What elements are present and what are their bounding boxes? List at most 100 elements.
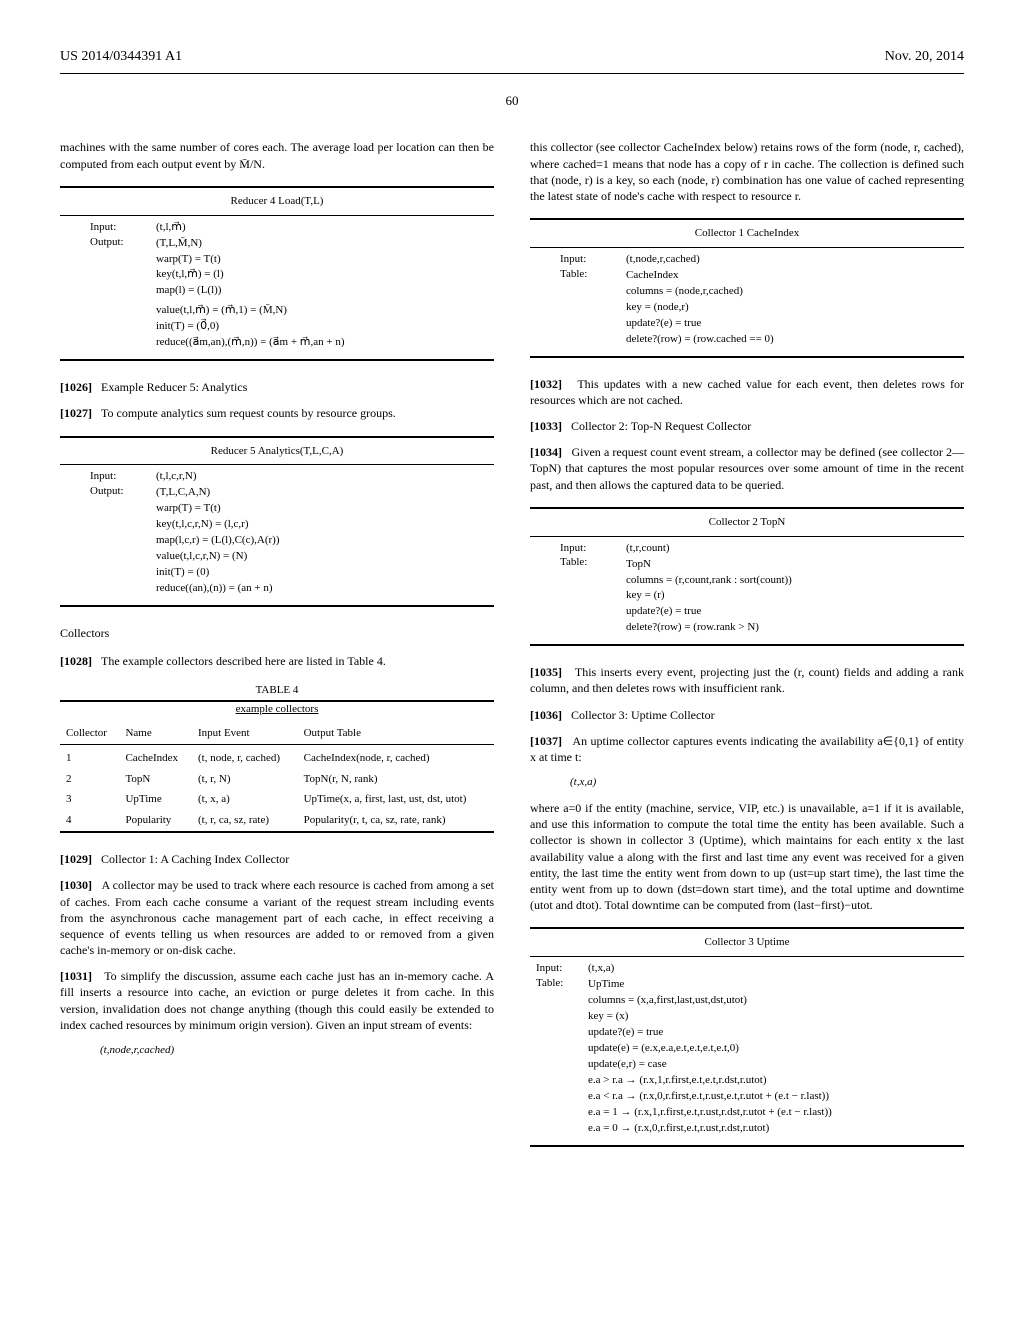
table-row: 4Popularity(t, r, ca, sz, rate)Popularit… (60, 810, 494, 831)
para-1030: [1030] A collector may be used to track … (60, 877, 494, 958)
collector3-line: UpTime (588, 977, 964, 993)
table4-box: TABLE 4 example collectors Collector Nam… (60, 683, 494, 833)
table4-caption: TABLE 4 (60, 683, 494, 698)
collector3-line: update(e) = (e.x,e.a,e.t,e.t,e.t,e.t,0) (588, 1041, 964, 1057)
collector3-line: update(e,r) = case (588, 1057, 964, 1073)
para-1034: [1034] Given a request count event strea… (530, 444, 964, 493)
para-1028: [1028] The example collectors described … (60, 653, 494, 669)
para-1033: [1033] Collector 2: Top-N Request Collec… (530, 418, 964, 434)
collector3-line: update?(e) = true (588, 1025, 964, 1041)
reducer5-title: Reducer 5 Analytics(T,L,C,A) (60, 438, 494, 465)
table4-subtitle: example collectors (60, 702, 494, 717)
right-column: this collector (see collector CacheIndex… (530, 139, 964, 1164)
collector2-title: Collector 2 TopN (530, 509, 964, 536)
table4-col: Input Event (192, 723, 298, 744)
table4-col: Name (119, 723, 192, 744)
collector3-box: Collector 3 Uptime Input: Table: (t,x,a)… (530, 927, 964, 1146)
table4-col: Output Table (298, 723, 494, 744)
collector2-line: TopN (626, 557, 964, 573)
collector3-line: e.a = 0 → (r.x,0,r.first,e.t,r.ust,r.dst… (588, 1121, 964, 1137)
collector1-line: key = (node,r) (626, 300, 964, 316)
table-cell: Popularity (119, 810, 192, 831)
table-cell: 3 (60, 789, 119, 810)
para-1026: [1026] Example Reducer 5: Analytics (60, 379, 494, 395)
collector3-line: (t,x,a) (588, 961, 964, 977)
collector3-table-label: Table: (536, 976, 588, 991)
reducer5-line: reduce((an),(n)) = (an + n) (156, 581, 494, 597)
collector3-input-label: Input: (536, 961, 588, 976)
para-1036: [1036] Collector 3: Uptime Collector (530, 707, 964, 723)
para-1032: [1032] This updates with a new cached va… (530, 376, 964, 408)
table-row: 1CacheIndex(t, node, r, cached)CacheInde… (60, 744, 494, 768)
reducer5-output-label: Output: (90, 484, 156, 499)
reducer5-line: warp(T) = T(t) (156, 501, 494, 517)
page-number: 60 (60, 92, 964, 110)
collector3-title: Collector 3 Uptime (530, 929, 964, 956)
collector1-input-label: Input: (560, 252, 626, 267)
reducer4-line: map(l) = (L(l)) (156, 283, 494, 299)
table-cell: UpTime (119, 789, 192, 810)
collector3-line: e.a = 1 → (r.x,1,r.first,e.t,r.ust,r.dst… (588, 1105, 964, 1121)
right-intro: this collector (see collector CacheIndex… (530, 139, 964, 204)
para-1035: [1035] This inserts every event, project… (530, 664, 964, 696)
reducer5-line: (T,L,C,A,N) (156, 485, 494, 501)
collector2-table-label: Table: (560, 555, 626, 570)
reducer4-input-label: Input: (90, 220, 156, 235)
para-1027: [1027] To compute analytics sum request … (60, 405, 494, 421)
collectors-heading: Collectors (60, 625, 494, 641)
table-cell: (t, node, r, cached) (192, 744, 298, 768)
reducer4-line: value(t,l,m⃗) = (m⃗,1) = (M̄,N) (156, 303, 494, 319)
reducer4-line: (T,L,M̄,N) (156, 236, 494, 252)
table-cell: TopN(r, N, rank) (298, 769, 494, 790)
event-stream-2: (t,x,a) (570, 775, 964, 790)
collector2-line: update?(e) = true (626, 604, 964, 620)
collector3-line: key = (x) (588, 1009, 964, 1025)
para-1029: [1029] Collector 1: A Caching Index Coll… (60, 851, 494, 867)
table-cell: TopN (119, 769, 192, 790)
collector2-box: Collector 2 TopN Input: Table: (t,r,coun… (530, 507, 964, 646)
collector2-line: (t,r,count) (626, 541, 964, 557)
collector3-line: e.a > r.a → (r.x,1,r.first,e.t,e.t,r.dst… (588, 1073, 964, 1089)
table4-col: Collector (60, 723, 119, 744)
collector1-line: CacheIndex (626, 268, 964, 284)
reducer4-line: (t,l,m⃗) (156, 220, 494, 236)
collector2-line: columns = (r,count,rank : sort(count)) (626, 573, 964, 589)
reducer5-line: (t,l,c,r,N) (156, 469, 494, 485)
table-cell: CacheIndex (119, 744, 192, 768)
reducer4-output-label: Output: (90, 235, 156, 250)
collector2-line: key = (r) (626, 588, 964, 604)
table-cell: UpTime(x, a, first, last, ust, dst, utot… (298, 789, 494, 810)
table-cell: (t, x, a) (192, 789, 298, 810)
collector1-title: Collector 1 CacheIndex (530, 220, 964, 247)
collector1-line: (t,node,r,cached) (626, 252, 964, 268)
table-cell: 2 (60, 769, 119, 790)
collector1-line: delete?(row) = (row.cached == 0) (626, 332, 964, 348)
collector1-line: columns = (node,r,cached) (626, 284, 964, 300)
collector2-input-label: Input: (560, 541, 626, 556)
table-cell: 1 (60, 744, 119, 768)
table-cell: (t, r, N) (192, 769, 298, 790)
table4: Collector Name Input Event Output Table … (60, 723, 494, 831)
reducer4-line: init(T) = (0⃗,0) (156, 319, 494, 335)
reducer4-box: Reducer 4 Load(T,L) Input: Output: (t,l,… (60, 186, 494, 361)
reducer5-line: value(t,l,c,r,N) = (N) (156, 549, 494, 565)
where-para: where a=0 if the entity (machine, servic… (530, 800, 964, 913)
left-column: machines with the same number of cores e… (60, 139, 494, 1164)
reducer4-title: Reducer 4 Load(T,L) (60, 188, 494, 215)
collector3-line: e.a < r.a → (r.x,0,r.first,e.t,r.ust,e.t… (588, 1089, 964, 1105)
reducer4-line: key(t,l,m⃗) = (l) (156, 267, 494, 283)
event-stream-1: (t,node,r,cached) (100, 1043, 494, 1058)
table-cell: 4 (60, 810, 119, 831)
table-cell: Popularity(r, t, ca, sz, rate, rank) (298, 810, 494, 831)
publication-number: US 2014/0344391 A1 (60, 48, 182, 67)
collector3-line: columns = (x,a,first,last,ust,dst,utot) (588, 993, 964, 1009)
table-cell: CacheIndex(node, r, cached) (298, 744, 494, 768)
reducer5-line: map(l,c,r) = (L(l),C(c),A(r)) (156, 533, 494, 549)
collector1-box: Collector 1 CacheIndex Input: Table: (t,… (530, 218, 964, 357)
publication-date: Nov. 20, 2014 (885, 48, 964, 67)
reducer5-input-label: Input: (90, 469, 156, 484)
collector1-table-label: Table: (560, 267, 626, 282)
para-1031: [1031] To simplify the discussion, assum… (60, 968, 494, 1033)
reducer5-line: key(t,l,c,r,N) = (l,c,r) (156, 517, 494, 533)
collector2-line: delete?(row) = (row.rank > N) (626, 620, 964, 636)
